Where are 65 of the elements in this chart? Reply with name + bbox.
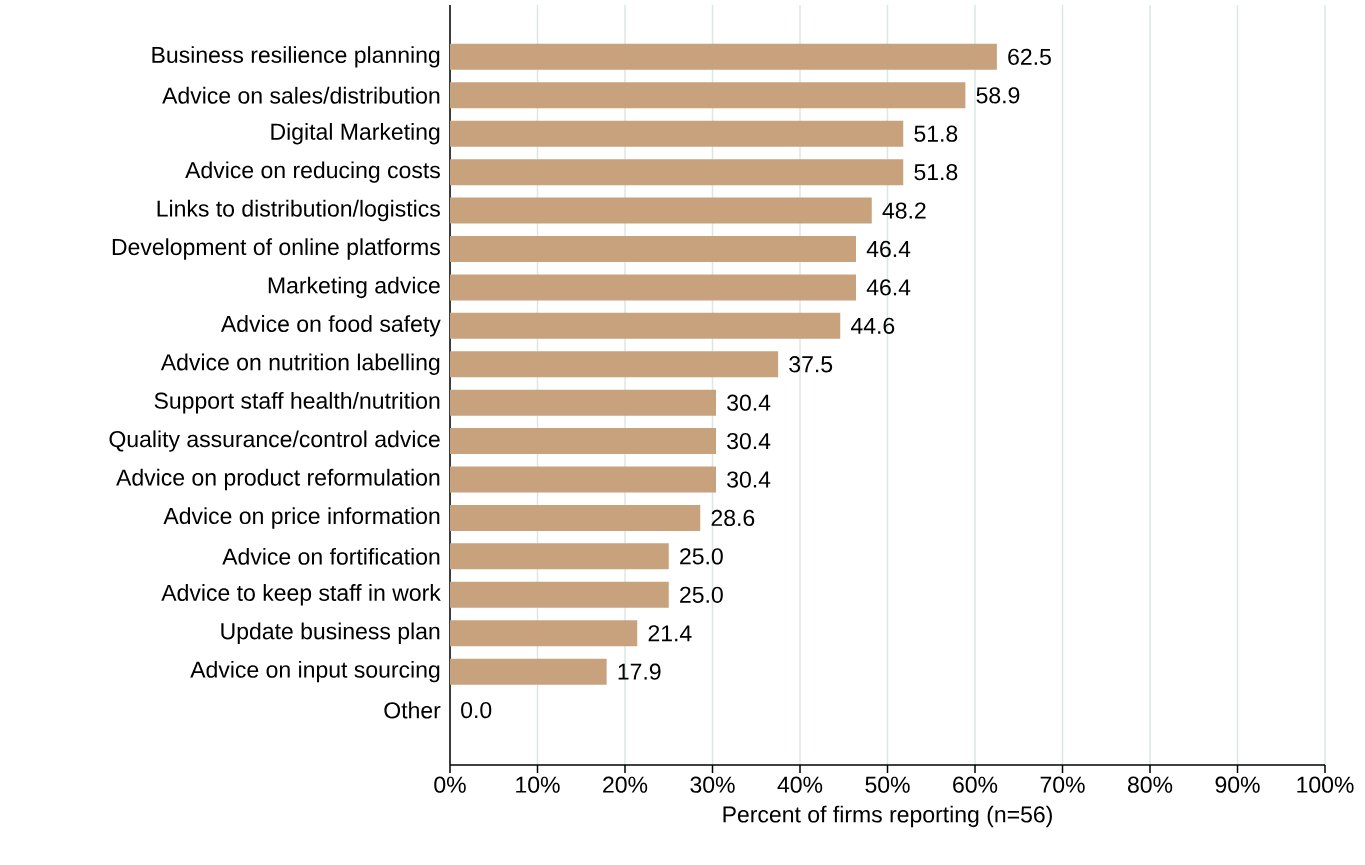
x-tick-label: 10% (516, 776, 560, 793)
x-tick-label: 50% (865, 776, 910, 793)
data-label: 28.6 (711, 509, 755, 527)
y-tick-label: Support staff health/nutrition (154, 391, 440, 414)
data-label: 21.4 (648, 625, 692, 642)
y-tick-label: Business resilience planning (152, 46, 440, 68)
y-tick-label: Digital Marketing (271, 123, 440, 145)
y-tick-label: Advice on fortification (222, 547, 440, 565)
data-label: 44.6 (850, 317, 895, 334)
data-label: 46.4 (866, 279, 911, 296)
y-tick-label: Other (384, 701, 441, 719)
x-tick-label: 60% (953, 776, 998, 793)
bar (450, 389, 716, 416)
x-tick-label: 30% (690, 776, 735, 793)
bar (450, 274, 857, 301)
y-tick-label: Advice on product reformulation (116, 468, 440, 491)
data-label: 51.8 (914, 164, 958, 181)
y-tick-label: Links to distribution/logistics (157, 199, 440, 222)
data-label: 25.0 (680, 586, 723, 603)
bar (450, 351, 779, 378)
y-tick-label: Update business plan (221, 622, 440, 644)
bar (450, 120, 904, 147)
y-tick-label: Advice on price information (163, 507, 440, 529)
bar (450, 159, 904, 186)
data-label: 30.4 (727, 394, 771, 411)
y-tick-label: Advice on sales/distribution (162, 86, 440, 104)
x-tick-label: 70% (1040, 776, 1085, 793)
bar (450, 581, 669, 608)
data-label: 51.8 (914, 125, 958, 142)
y-tick-label: Advice on reducing costs (185, 161, 440, 183)
x-tick-label: 20% (603, 776, 648, 793)
bar (450, 82, 966, 109)
bar (450, 620, 638, 647)
bar (450, 466, 716, 493)
bar (450, 658, 607, 685)
data-label: 62.5 (1008, 48, 1051, 66)
bar (450, 197, 872, 224)
data-label: 37.5 (789, 356, 833, 373)
x-tick-label: 40% (777, 776, 823, 793)
y-tick-label: Advice to keep staff in work (161, 584, 441, 606)
x-axis-title: Percent of firms reporting (n=56) (723, 805, 1052, 828)
bar (450, 543, 669, 570)
data-label: 17.9 (618, 663, 661, 680)
x-tick-label: 80% (1128, 776, 1173, 793)
data-label: 30.4 (727, 432, 771, 450)
y-tick-label: Advice on nutrition labelling (160, 353, 440, 375)
y-tick-label: Quality assurance/control advice (109, 430, 440, 452)
y-tick-label: Advice on food safety (220, 315, 441, 337)
data-label: 48.2 (882, 202, 926, 219)
data-label: 0.0 (461, 701, 492, 719)
data-label: 58.9 (976, 87, 1020, 104)
x-tick-label: 100% (1297, 776, 1354, 793)
x-tick-label: 90% (1215, 776, 1260, 793)
y-tick-label: Marketing advice (268, 276, 440, 299)
data-label: 30.4 (727, 471, 771, 488)
y-tick-label: Advice on input sourcing (190, 660, 440, 683)
data-label: 25.0 (680, 548, 723, 565)
x-tick-label: 0% (434, 776, 466, 793)
bar (450, 428, 716, 455)
y-tick-label: Development of online platforms (112, 238, 440, 260)
bar (450, 312, 841, 339)
data-label: 46.4 (866, 240, 911, 258)
bar (450, 504, 701, 531)
bar (450, 43, 997, 70)
bar (450, 235, 857, 262)
